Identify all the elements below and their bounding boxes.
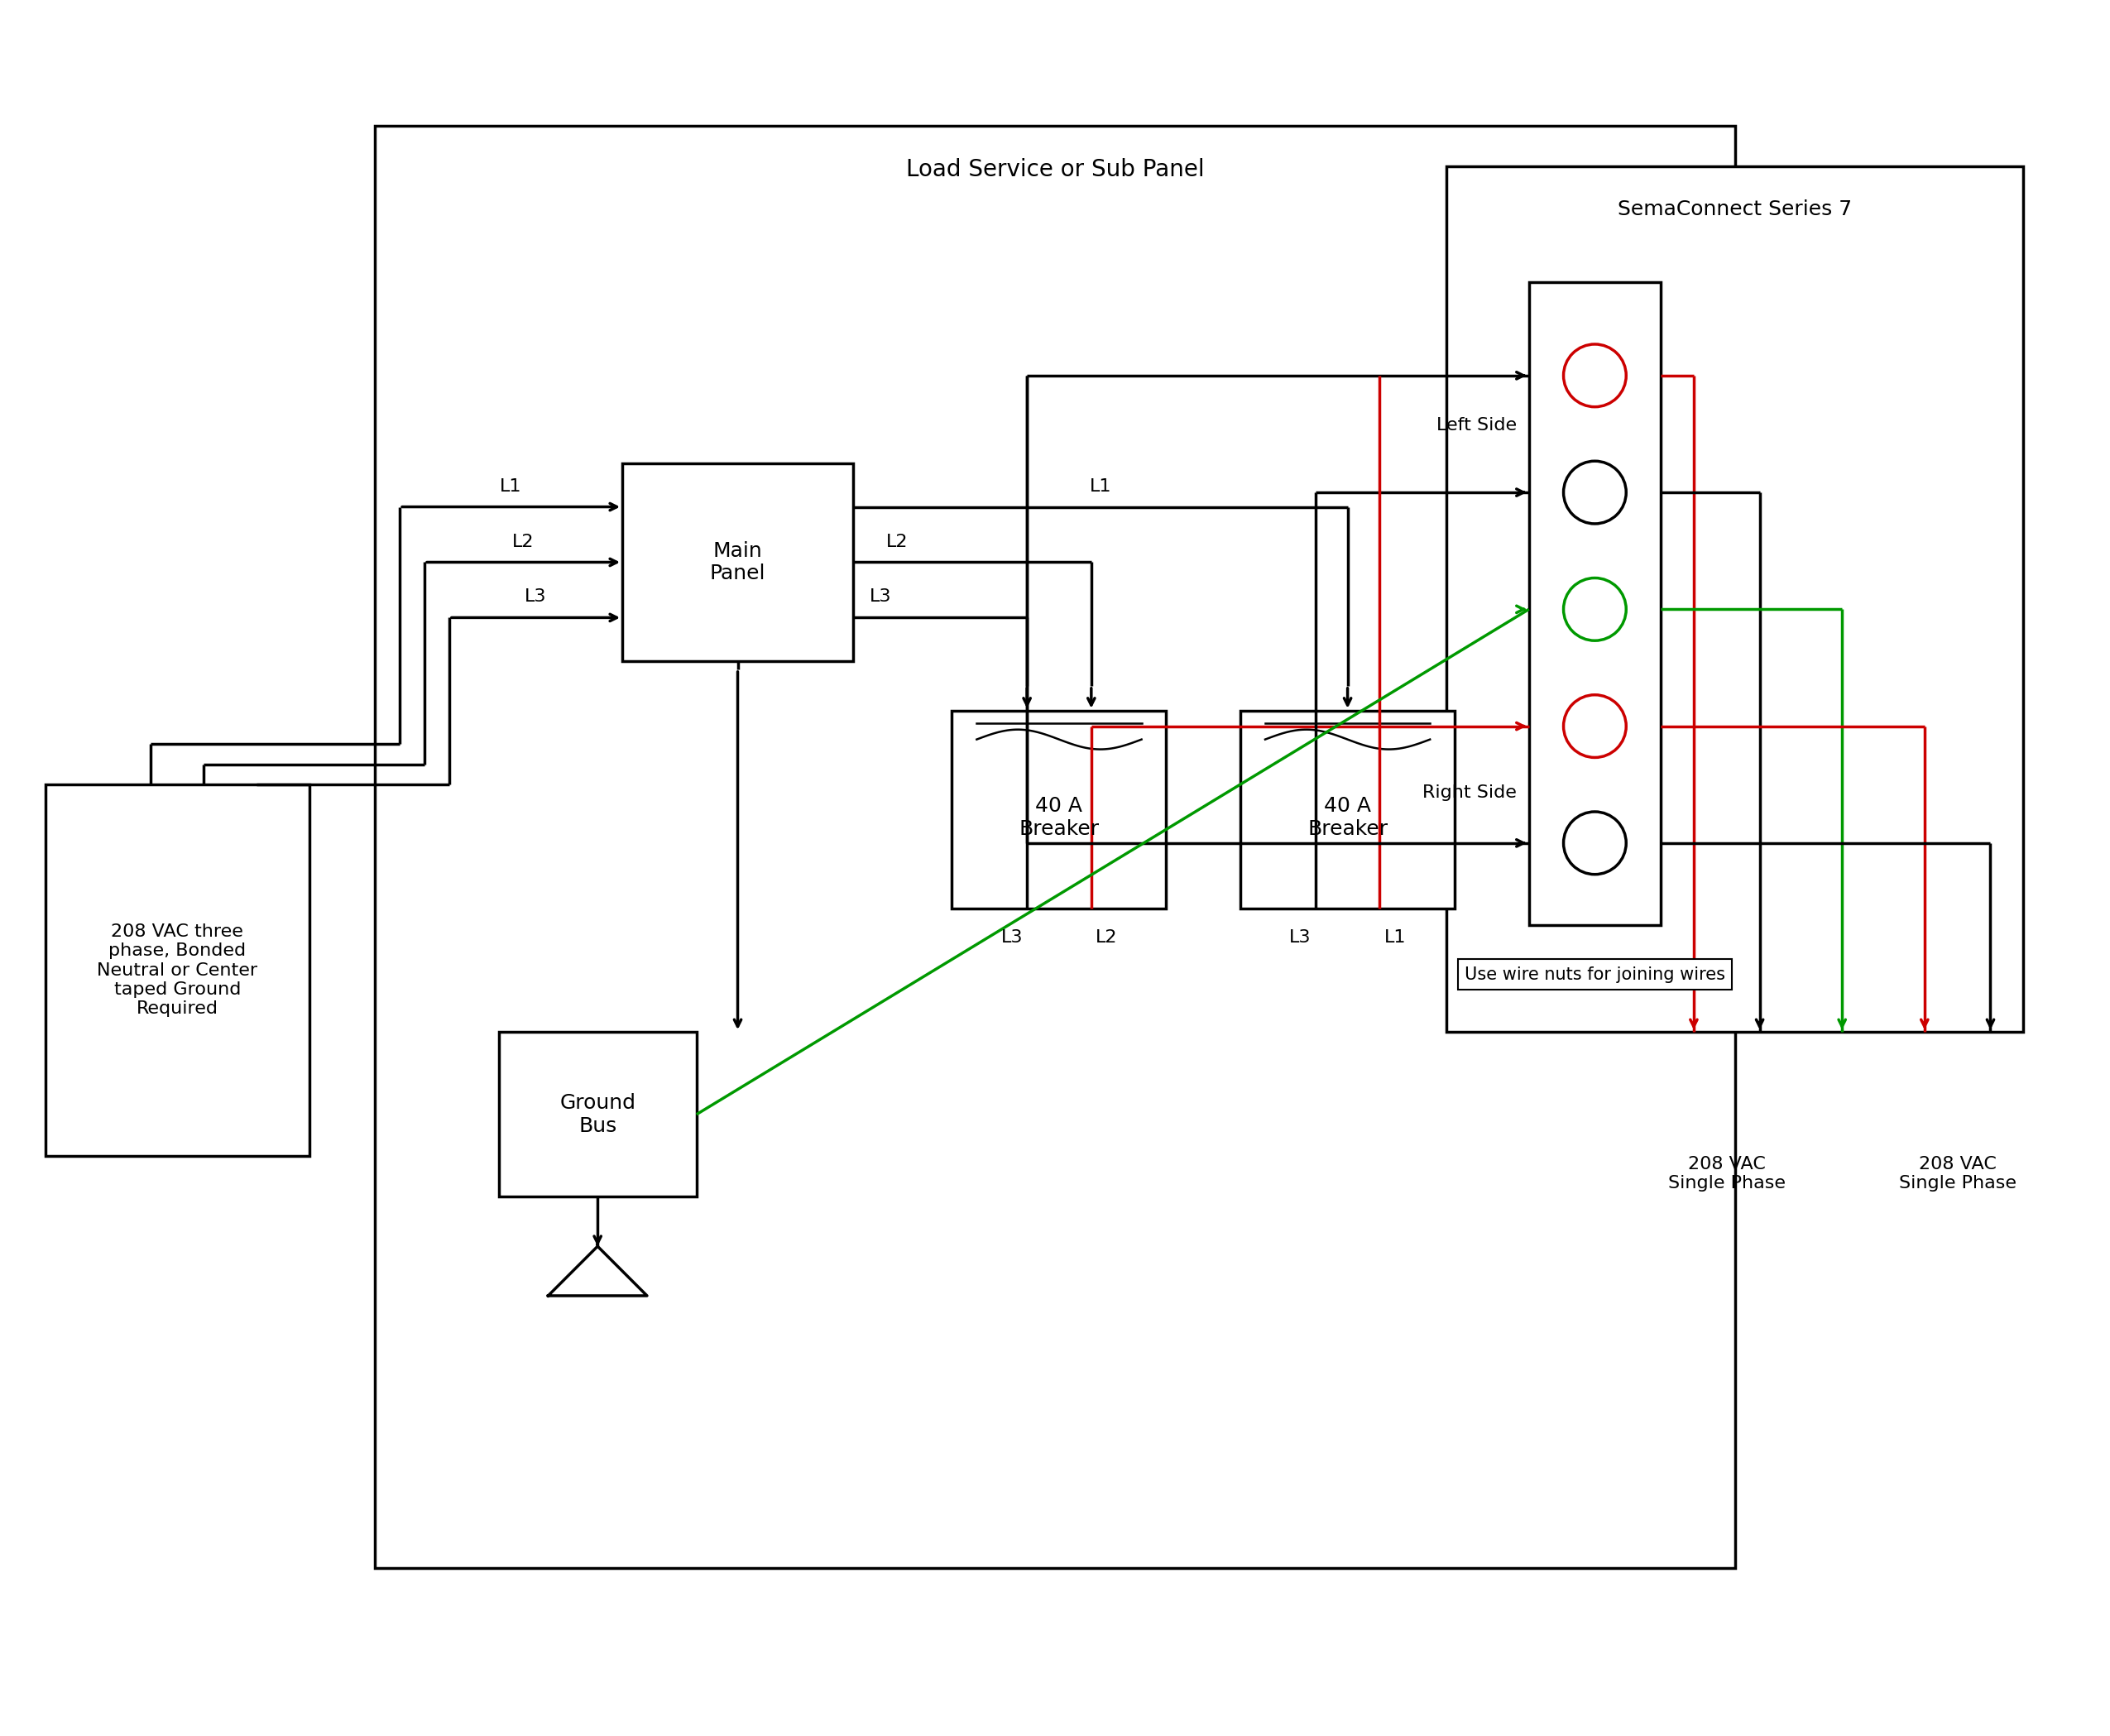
Text: L3: L3	[869, 589, 893, 606]
Bar	[376, 125, 1734, 1568]
Text: Main
Panel: Main Panel	[709, 542, 766, 583]
Text: Left Side: Left Side	[1437, 417, 1517, 434]
Circle shape	[1564, 694, 1627, 757]
Text: L1: L1	[500, 477, 521, 495]
Text: Load Service or Sub Panel: Load Service or Sub Panel	[905, 158, 1205, 182]
Bar	[498, 1031, 696, 1196]
Circle shape	[1564, 344, 1627, 406]
Text: 40 A
Breaker: 40 A Breaker	[1019, 797, 1099, 838]
Bar	[46, 785, 310, 1156]
Circle shape	[1564, 578, 1627, 641]
Bar	[1447, 167, 2023, 1031]
Text: L1: L1	[1384, 929, 1405, 946]
Text: 208 VAC three
phase, Bonded
Neutral or Center
taped Ground
Required: 208 VAC three phase, Bonded Neutral or C…	[97, 924, 257, 1017]
Text: L2: L2	[1095, 929, 1118, 946]
Text: Use wire nuts for joining wires: Use wire nuts for joining wires	[1464, 965, 1726, 983]
Text: L3: L3	[525, 589, 546, 606]
Text: L1: L1	[1089, 477, 1112, 495]
Bar	[622, 464, 852, 661]
Text: L3: L3	[1289, 929, 1310, 946]
Text: 40 A
Breaker: 40 A Breaker	[1308, 797, 1388, 838]
Text: L2: L2	[513, 533, 534, 550]
Text: 208 VAC
Single Phase: 208 VAC Single Phase	[1899, 1156, 2017, 1191]
Circle shape	[1564, 462, 1627, 524]
Text: L3: L3	[1000, 929, 1023, 946]
Circle shape	[1564, 812, 1627, 875]
Text: L2: L2	[886, 533, 907, 550]
Text: Right Side: Right Side	[1422, 785, 1517, 800]
Text: SemaConnect Series 7: SemaConnect Series 7	[1618, 200, 1853, 219]
Bar	[1530, 281, 1661, 925]
Bar	[1241, 710, 1454, 908]
Text: Ground
Bus: Ground Bus	[559, 1094, 635, 1135]
Bar	[952, 710, 1167, 908]
Text: 208 VAC
Single Phase: 208 VAC Single Phase	[1667, 1156, 1785, 1191]
